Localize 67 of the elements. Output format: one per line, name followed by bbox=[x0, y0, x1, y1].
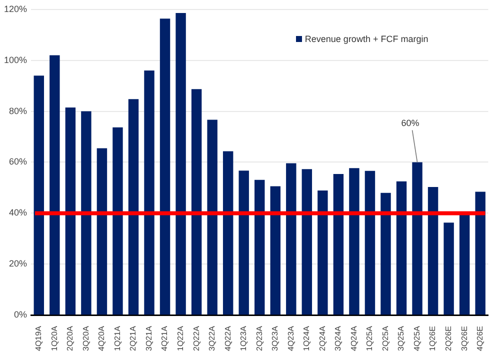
x-tick-label: 3Q21A bbox=[144, 325, 154, 351]
x-tick-label: 4Q24A bbox=[349, 325, 358, 351]
x-tick-label: 4Q21A bbox=[160, 325, 170, 351]
bar bbox=[128, 99, 139, 315]
bar bbox=[444, 222, 454, 315]
x-tick-label: 4Q19A bbox=[34, 325, 44, 351]
bar bbox=[270, 186, 280, 315]
bar bbox=[238, 170, 249, 315]
bar bbox=[144, 70, 154, 315]
x-tick-label: 3Q25A bbox=[396, 325, 406, 351]
bar bbox=[160, 18, 170, 315]
x-tick-label: 1Q23A bbox=[239, 325, 248, 351]
y-tick-label: 0% bbox=[14, 310, 28, 320]
x-tick-label: 2Q25A bbox=[380, 325, 390, 351]
bar bbox=[412, 162, 422, 315]
x-tick-label: 4Q22A bbox=[223, 325, 232, 351]
x-tick-label: 2Q20A bbox=[66, 325, 75, 351]
bar bbox=[459, 214, 470, 315]
y-tick-label: 40% bbox=[9, 208, 28, 218]
bar bbox=[96, 148, 108, 315]
x-tick-label: 2Q23A bbox=[254, 325, 264, 351]
bar bbox=[191, 89, 202, 315]
bar bbox=[364, 170, 376, 315]
x-tick-label: 2Q22A bbox=[192, 325, 201, 351]
bar bbox=[222, 151, 234, 315]
y-tick-label: 80% bbox=[9, 106, 28, 116]
annotation: 60% bbox=[401, 118, 420, 128]
bar bbox=[34, 76, 44, 315]
x-tick-label: 1Q25A bbox=[365, 325, 374, 351]
x-tick-label: 2Q21A bbox=[128, 325, 138, 351]
bar bbox=[65, 107, 76, 315]
bar bbox=[112, 127, 123, 315]
x-tick-label: 4Q23A bbox=[286, 325, 296, 351]
x-tick-label: 4Q20A bbox=[97, 325, 106, 351]
x-tick-label: 4Q26E bbox=[476, 326, 485, 351]
bar bbox=[286, 163, 296, 315]
bar bbox=[81, 111, 92, 315]
bar bbox=[428, 186, 438, 315]
bar bbox=[50, 55, 60, 315]
bar bbox=[302, 169, 312, 315]
y-tick-label: 100% bbox=[4, 54, 28, 65]
bar bbox=[475, 192, 486, 315]
x-tick-label: 1Q20A bbox=[50, 325, 59, 351]
x-tick-label: 3Q20A bbox=[81, 325, 90, 351]
x-tick-label: 2Q26E bbox=[444, 326, 454, 351]
bar bbox=[176, 12, 186, 315]
x-tick-label: 3Q23A bbox=[270, 325, 280, 351]
bar bbox=[318, 190, 328, 315]
x-tick-label: 1Q26E bbox=[428, 326, 438, 351]
bar bbox=[333, 174, 344, 315]
x-tick-label: 3Q26E bbox=[460, 326, 469, 351]
bar bbox=[207, 120, 218, 315]
x-tick-label: 4Q25A bbox=[412, 325, 422, 351]
x-tick-label: 2Q24A bbox=[318, 325, 327, 351]
bar bbox=[380, 192, 391, 315]
x-tick-label: 1Q24A bbox=[302, 325, 312, 351]
bar bbox=[396, 181, 407, 315]
y-tick-label: 20% bbox=[9, 258, 28, 269]
bar bbox=[254, 180, 265, 315]
x-tick-label: 3Q22A bbox=[208, 325, 217, 351]
y-tick-label: 120% bbox=[4, 4, 28, 14]
y-tick-label: 60% bbox=[9, 156, 28, 167]
legend-label: Revenue growth + FCF margin bbox=[304, 34, 428, 44]
x-tick-label: 1Q21A bbox=[112, 325, 122, 351]
bar bbox=[349, 168, 360, 315]
x-tick-label: 1Q22A bbox=[176, 325, 185, 351]
x-tick-label: 3Q24A bbox=[334, 325, 343, 351]
